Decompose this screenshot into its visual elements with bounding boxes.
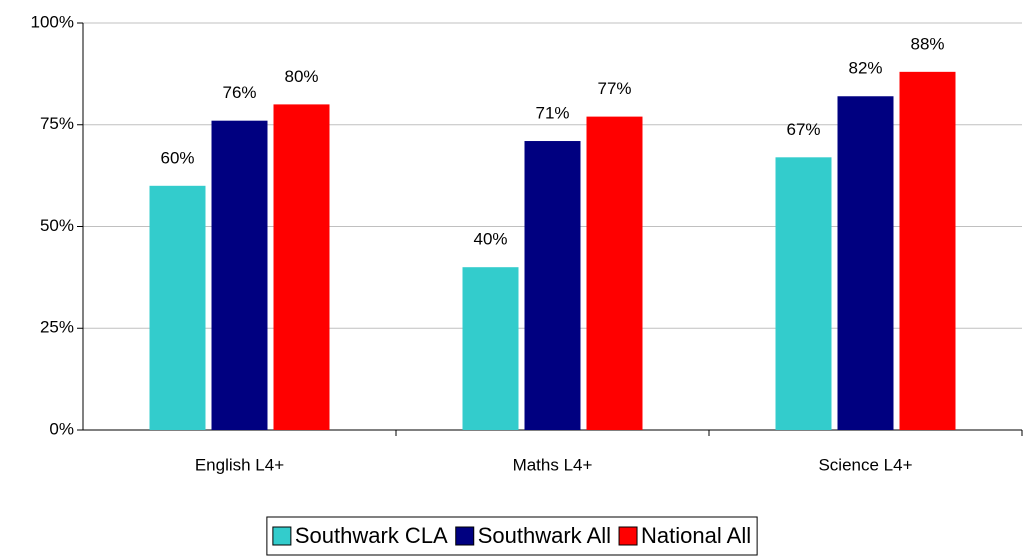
bar	[211, 120, 268, 431]
bar	[899, 71, 956, 430]
bar	[775, 157, 832, 430]
bar	[462, 267, 519, 430]
y-tick-label: 0%	[49, 419, 74, 438]
bar	[524, 141, 581, 430]
legend-swatch	[455, 526, 475, 546]
bar	[149, 185, 206, 430]
x-tick-label: English L4+	[195, 455, 284, 474]
value-label: 40%	[473, 230, 507, 249]
y-tick-label: 100%	[31, 12, 74, 31]
value-label: 88%	[910, 34, 944, 53]
value-label: 76%	[222, 83, 256, 102]
y-tick-label: 25%	[40, 318, 74, 337]
legend-swatch	[618, 526, 638, 546]
value-label: 80%	[284, 67, 318, 86]
x-tick-label: Maths L4+	[513, 455, 593, 474]
bar	[273, 104, 330, 431]
value-label: 60%	[160, 148, 194, 167]
y-tick-label: 50%	[40, 216, 74, 235]
legend-label: Southwark All	[478, 523, 611, 548]
y-tick-label: 75%	[40, 114, 74, 133]
x-tick-label: Science L4+	[818, 455, 912, 474]
legend-label: Southwark CLA	[295, 523, 448, 548]
bar	[586, 116, 643, 431]
bar	[837, 96, 894, 430]
value-label: 67%	[786, 120, 820, 139]
legend	[266, 516, 758, 556]
value-label: 71%	[535, 104, 569, 123]
value-label: 82%	[848, 59, 882, 78]
legend-swatch	[272, 526, 292, 546]
value-label: 77%	[597, 79, 631, 98]
legend-label: National All	[641, 523, 751, 548]
